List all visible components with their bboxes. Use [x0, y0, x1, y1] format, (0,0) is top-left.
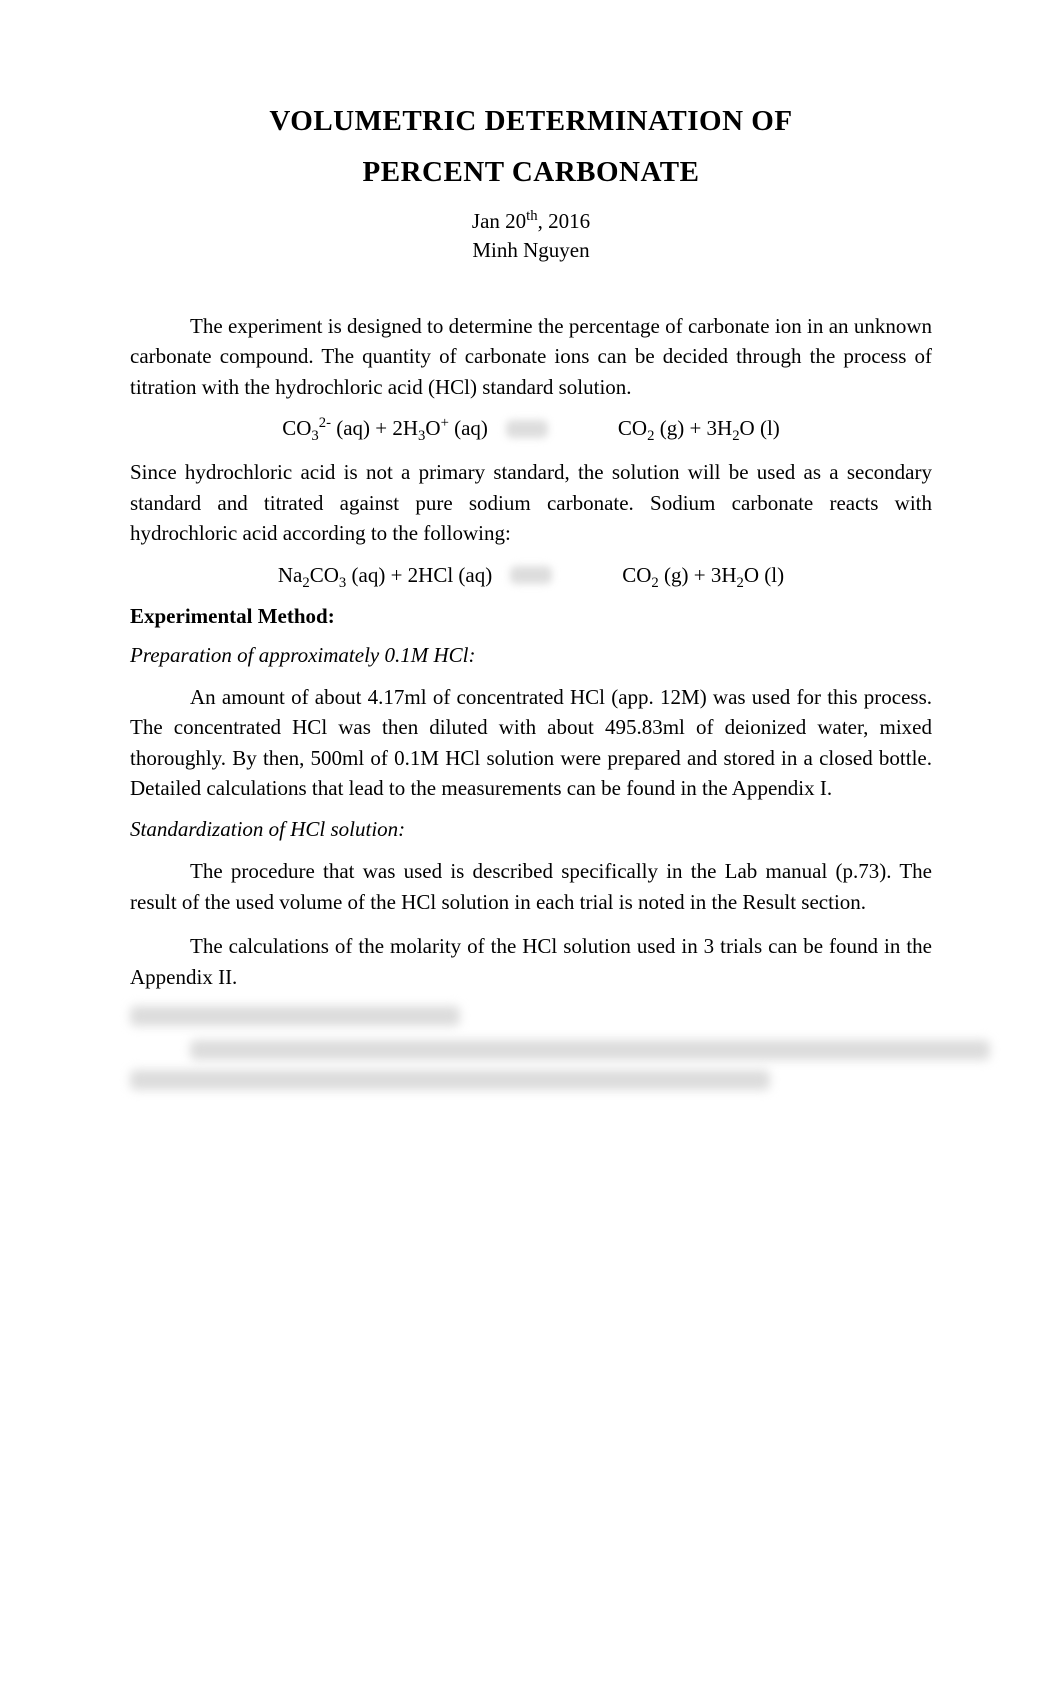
intro-paragraph-2: Since hydrochloric acid is not a primary…	[130, 457, 932, 548]
date-prefix: Jan 20	[472, 209, 526, 233]
page: VOLUMETRIC DETERMINATION OF PERCENT CARB…	[0, 0, 1062, 1194]
std-heading: Standardization of HCl solution:	[130, 817, 932, 842]
arrow-blur-icon	[510, 566, 552, 584]
title-line-2: PERCENT CARBONATE	[130, 156, 932, 189]
std-paragraph-2: The calculations of the molarity of the …	[130, 931, 932, 992]
experimental-method-heading: Experimental Method:	[130, 604, 932, 629]
blur-line	[130, 1006, 460, 1026]
blur-line	[130, 1070, 770, 1090]
prep-heading: Preparation of approximately 0.1M HCl:	[130, 643, 932, 668]
equation-2: Na2CO3 (aq) + 2HCl (aq) CO2 (g) + 3H2O (…	[130, 563, 932, 588]
arrow-blur-icon	[506, 420, 548, 438]
std-paragraph-1: The procedure that was used is described…	[130, 856, 932, 917]
blur-line	[190, 1040, 990, 1060]
prep-paragraph: An amount of about 4.17ml of concentrate…	[130, 682, 932, 804]
date-year: , 2016	[538, 209, 591, 233]
equation-2-left: Na2CO3 (aq) + 2HCl (aq)	[278, 563, 510, 588]
title-line-1: VOLUMETRIC DETERMINATION OF	[130, 105, 932, 138]
equation-2-right: CO2 (g) + 3H2O (l)	[552, 563, 784, 588]
equation-1-left: CO32- (aq) + 2H3O+ (aq)	[282, 416, 506, 441]
date-suffix: th	[526, 208, 537, 224]
equation-1-right: CO2 (g) + 3H2O (l)	[548, 416, 780, 441]
equation-1: CO32- (aq) + 2H3O+ (aq) CO2 (g) + 3H2O (…	[130, 416, 932, 441]
intro-paragraph-1: The experiment is designed to determine …	[130, 311, 932, 402]
blurred-preview-block	[130, 1006, 932, 1090]
author-line: Minh Nguyen	[130, 238, 932, 263]
date-line: Jan 20th, 2016	[130, 209, 932, 234]
